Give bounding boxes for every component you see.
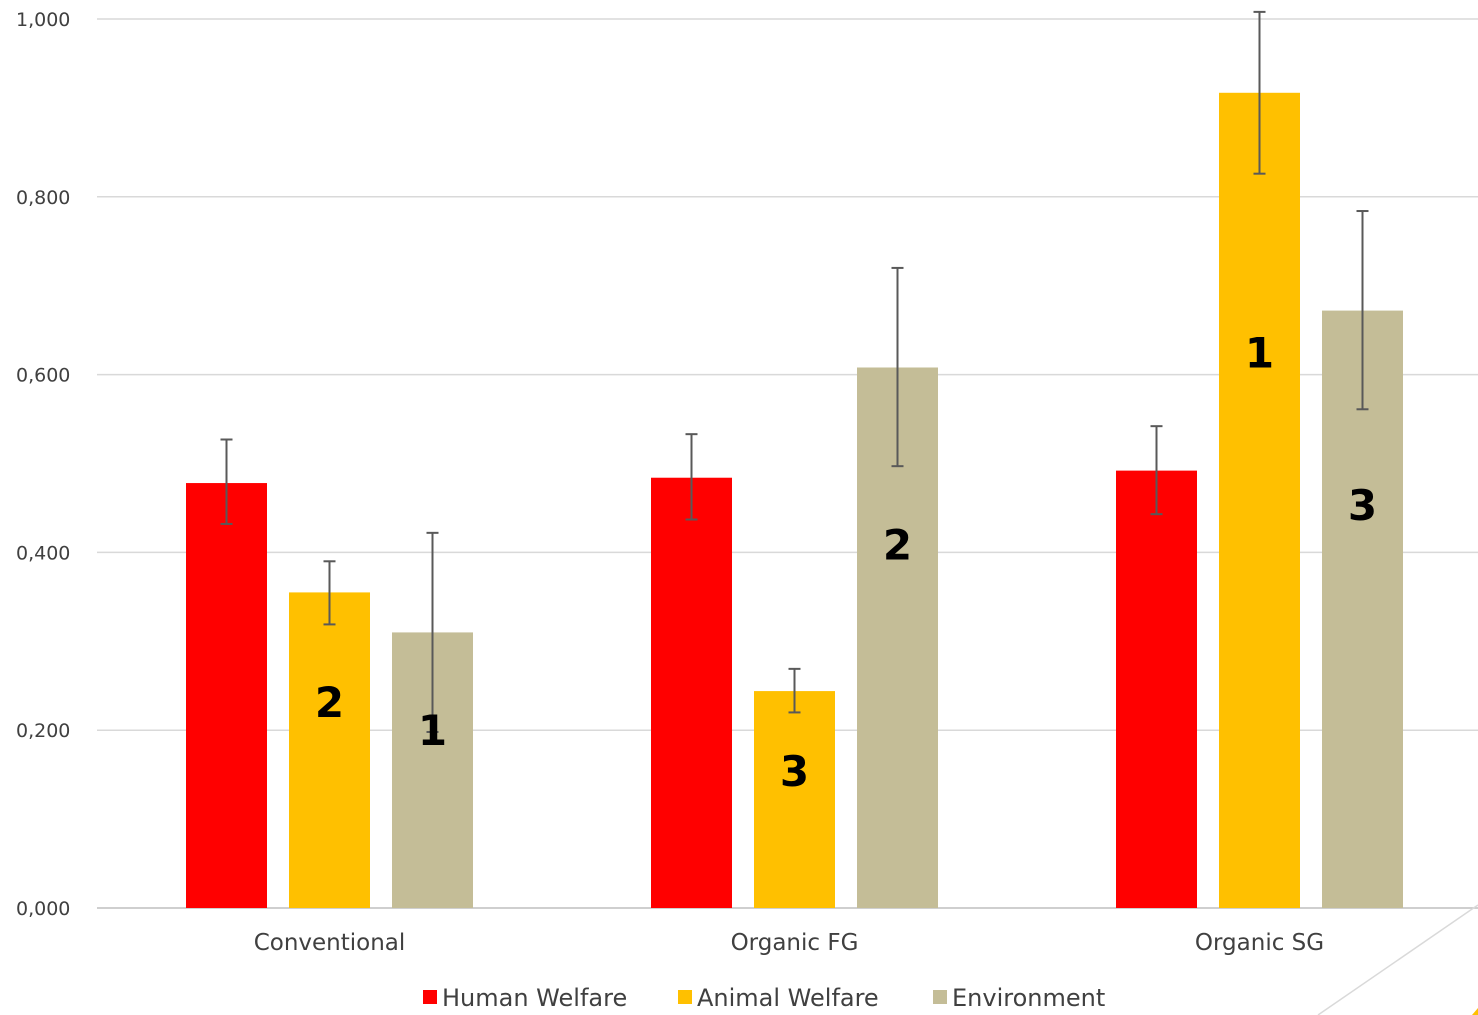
legend-label: Animal Welfare	[697, 984, 879, 1012]
y-tick-label: 0,200	[16, 720, 70, 742]
rank-label: 2	[883, 521, 912, 570]
corner-decoration	[1317, 904, 1478, 1015]
error-bars	[220, 10, 1369, 733]
error-bar	[1150, 425, 1163, 516]
rank-label: 1	[418, 706, 447, 755]
error-bar	[323, 560, 336, 626]
legend-label: Environment	[952, 984, 1105, 1012]
rank-label: 2	[315, 678, 344, 727]
y-axis-tick-labels: 0,000 0,200 0,400 0,600 0,800 1,000	[16, 9, 70, 920]
error-bar	[426, 531, 439, 733]
x-category-label: Organic FG	[731, 930, 859, 956]
legend-item: Environment	[933, 984, 1105, 1012]
rank-label: 3	[1348, 481, 1377, 530]
error-bar	[1253, 10, 1266, 175]
bar	[1219, 92, 1300, 909]
rank-labels: 2 3 1 1 2 3	[315, 328, 1377, 796]
bar	[754, 691, 835, 908]
y-tick-label: 0,600	[16, 365, 70, 387]
y-tick-label: 1,000	[16, 9, 70, 31]
x-category-label: Conventional	[254, 930, 406, 956]
legend-item: Human Welfare	[423, 984, 627, 1012]
bar	[651, 477, 732, 908]
bar	[1116, 470, 1197, 908]
y-tick-label: 0,800	[16, 187, 70, 209]
legend-item: Animal Welfare	[678, 984, 879, 1012]
error-bar	[685, 433, 698, 521]
y-tick-label: 0,400	[16, 542, 70, 564]
bars	[186, 92, 1403, 909]
error-bar	[1356, 210, 1369, 411]
bar	[186, 483, 267, 908]
legend: Human Welfare Animal Welfare Environment	[423, 984, 1105, 1012]
bar	[289, 592, 370, 908]
legend-label: Human Welfare	[442, 984, 627, 1012]
legend-swatch	[933, 990, 947, 1004]
rank-label: 3	[780, 747, 809, 796]
y-tick-label: 0,000	[16, 898, 70, 920]
rank-label: 1	[1245, 328, 1274, 377]
error-bar	[891, 266, 904, 468]
error-bar	[220, 438, 233, 525]
legend-swatch	[678, 990, 692, 1004]
x-axis-category-labels: Conventional Organic FG Organic SG	[254, 930, 1324, 956]
x-category-label: Organic SG	[1195, 930, 1324, 956]
error-bar	[788, 667, 801, 714]
legend-swatch	[423, 990, 437, 1004]
corner-accent	[1472, 1008, 1478, 1015]
